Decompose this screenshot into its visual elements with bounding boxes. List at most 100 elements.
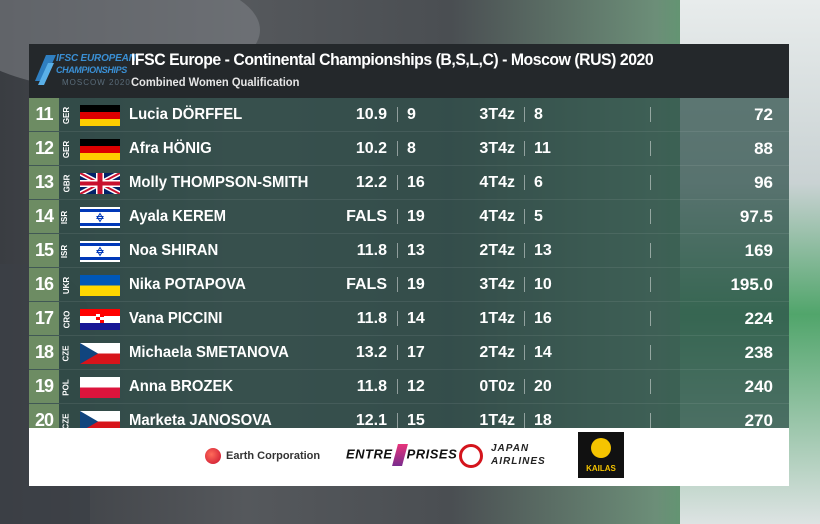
athlete-name: Molly THOMPSON-SMITH [129, 174, 309, 191]
column-divider [397, 379, 398, 394]
total-score: 97.5 [739, 207, 773, 226]
boulder-rank: 20 [534, 378, 552, 395]
boulder-rank: 13 [534, 242, 552, 259]
column-divider [524, 141, 525, 156]
table-row: 16 UKR Nika POTAPOVA FALS 19 3T4z 10 195.0 [29, 268, 789, 302]
sponsor-label: Earth Corporation [226, 450, 321, 462]
athlete-name: Noa SHIRAN [129, 242, 219, 259]
table-row: 13 GBR Molly THOMPSON-SMITH 12.2 16 4T4z 6 96 [29, 166, 789, 200]
athlete-name: Nika POTAPOVA [129, 276, 246, 293]
total-score: 96 [754, 173, 773, 192]
speed-rank: 12 [407, 378, 425, 395]
column-divider [524, 277, 525, 292]
total-score: 224 [744, 309, 773, 328]
jal-crane-icon [459, 444, 483, 468]
speed-time: 11.8 [356, 378, 387, 395]
boulder-score: 1T4z [479, 310, 515, 327]
ifsc-climber-icon [35, 55, 56, 85]
nation-code-text: CRO [62, 310, 72, 329]
flag-croatia-icon [80, 309, 120, 330]
speed-rank: 16 [407, 174, 425, 191]
total-score: 88 [754, 139, 773, 158]
speed-rank: 14 [407, 310, 425, 327]
nation-code-text: ISR [60, 210, 70, 225]
table-row: 12 GER Afra HÖNIG 10.2 8 3T4z 11 88 [29, 132, 789, 166]
nation-code-text: POL [61, 379, 71, 396]
speed-rank: 9 [407, 106, 416, 123]
sponsor-label: AIRLINES [491, 456, 546, 467]
nation-code: CZE [62, 342, 75, 364]
nation-code: ISR [60, 206, 75, 228]
column-divider [650, 243, 651, 258]
athlete-name: Afra HÖNIG [129, 140, 212, 157]
athlete-name: Anna BROZEK [129, 378, 234, 395]
table-row: 17 CRO Vana PICCINI 11.8 14 1T4z 16 224 [29, 302, 789, 336]
table-row: 15 ISR Noa SHIRAN 11.8 13 2T4z 13 169 [29, 234, 789, 268]
column-divider [650, 379, 651, 394]
boulder-score: 0T0z [479, 378, 515, 395]
sponsor-label: ENTRE [346, 446, 393, 462]
column-divider [524, 413, 525, 428]
flag-poland-icon [80, 377, 120, 398]
column-divider [397, 243, 398, 258]
athlete-name: Ayala KEREM [129, 208, 227, 225]
column-divider [524, 209, 525, 224]
boulder-rank: 18 [534, 412, 552, 429]
column-divider [397, 175, 398, 190]
flag-ukraine-icon [80, 275, 120, 296]
speed-time: FALS [346, 276, 387, 293]
nation-code-text: GER [62, 106, 72, 125]
boulder-score: 3T4z [479, 106, 515, 123]
nation-code: ISR [60, 240, 75, 262]
flag-uk-icon [80, 173, 120, 194]
column-divider [397, 141, 398, 156]
column-divider [397, 413, 398, 428]
boulder-score: 4T4z [479, 208, 515, 225]
nation-code-text: ISR [60, 244, 70, 259]
sponsor-kailas: KAILAS [578, 432, 624, 478]
column-divider [397, 277, 398, 292]
total-score: 270 [744, 411, 773, 430]
table-row: 14 ISR Ayala KEREM FALS 19 4T4z 5 97.5 [29, 200, 789, 234]
column-divider [650, 175, 651, 190]
rank-cell: 11 [29, 98, 59, 131]
flag-czech-icon [80, 411, 120, 432]
flag-israel-icon [80, 241, 120, 262]
column-divider [524, 175, 525, 190]
speed-time: 12.1 [355, 412, 387, 429]
flag-germany-icon [80, 139, 120, 160]
sponsor-label: PRISES [406, 446, 458, 462]
nation-code: GER [62, 138, 75, 160]
speed-rank: 13 [407, 242, 425, 259]
column-divider [397, 311, 398, 326]
speed-time: 13.2 [355, 344, 387, 361]
speed-rank: 17 [407, 344, 425, 361]
nation-code-text: UKR [62, 276, 72, 295]
total-score: 240 [744, 377, 773, 396]
boulder-score: 3T4z [479, 140, 515, 157]
speed-time: 10.9 [355, 106, 387, 123]
nation-code-text: GBR [62, 174, 72, 193]
total-score: 169 [744, 241, 773, 260]
sponsor-entre-prises: ENTRE PRISES [346, 444, 457, 466]
results-list: 11 GER Lucia DÖRFFEL 10.9 9 3T4z 8 72 12 GER Afra … [29, 98, 789, 438]
column-divider [524, 379, 525, 394]
nation-code: UKR [62, 274, 75, 296]
nation-code-text: GER [62, 140, 72, 159]
rank-cell: 19 [29, 370, 59, 403]
column-divider [397, 209, 398, 224]
nation-code: CRO [62, 308, 75, 330]
rank-cell: 18 [29, 336, 59, 369]
column-divider [650, 209, 651, 224]
column-divider [650, 277, 651, 292]
column-divider [650, 311, 651, 326]
flag-germany-icon [80, 105, 120, 126]
nation-code: GBR [62, 172, 75, 194]
logo-text: MOSCOW 2020 [62, 78, 131, 87]
column-divider [650, 107, 651, 122]
nation-code: POL [61, 376, 75, 398]
column-divider [524, 345, 525, 360]
kailas-sun-icon [591, 438, 611, 458]
boulder-rank: 10 [534, 276, 552, 293]
table-row: 18 CZE Michaela SMETANOVA 13.2 17 2T4z 14 238 [29, 336, 789, 370]
